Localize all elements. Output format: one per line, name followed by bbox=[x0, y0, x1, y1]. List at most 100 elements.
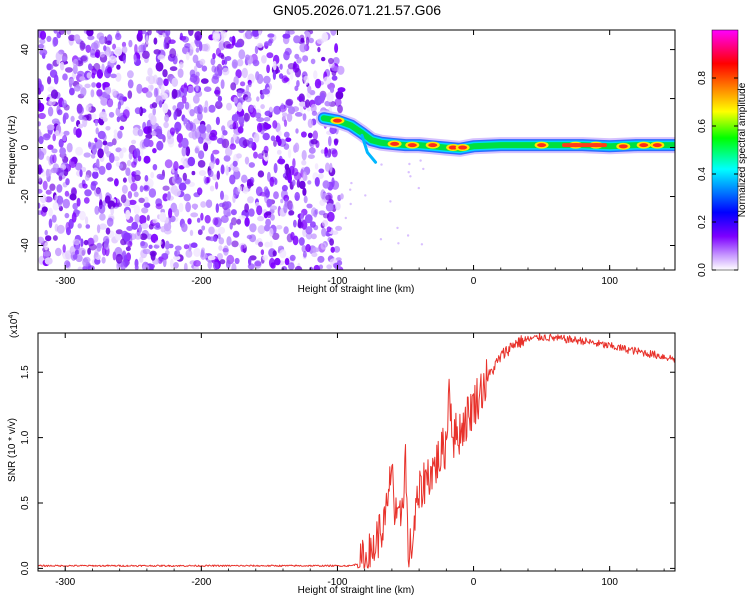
noise-cell bbox=[320, 242, 327, 250]
noise-cell bbox=[294, 112, 303, 117]
noise-cell bbox=[69, 157, 77, 169]
noise-cell bbox=[283, 131, 290, 138]
colorbar-gradient bbox=[711, 29, 739, 271]
noise-cell bbox=[96, 89, 103, 97]
noise-cell bbox=[160, 226, 166, 233]
noise-cell bbox=[314, 208, 319, 215]
noise-cell bbox=[145, 35, 149, 45]
noise-cell bbox=[236, 218, 242, 225]
noise-cell bbox=[182, 172, 187, 181]
noise-cell bbox=[254, 45, 259, 55]
noise-cell bbox=[134, 107, 142, 115]
noise-cell bbox=[86, 113, 92, 121]
noise-cell bbox=[51, 148, 58, 154]
snr-frame bbox=[37, 332, 676, 572]
noise-cell bbox=[55, 51, 63, 62]
noise-cell bbox=[209, 134, 218, 141]
noise-cell bbox=[53, 30, 58, 34]
noise-cell bbox=[88, 63, 93, 71]
noise-cell bbox=[125, 209, 131, 220]
noise-cell bbox=[181, 146, 187, 157]
noise-cell bbox=[159, 212, 167, 223]
noise-cell bbox=[62, 114, 67, 125]
noise-cell bbox=[101, 256, 106, 264]
noise-cell bbox=[301, 131, 307, 138]
noise-cell bbox=[42, 133, 51, 141]
noise-cell bbox=[220, 54, 225, 60]
noise-cell bbox=[188, 131, 195, 139]
noise-cell bbox=[297, 218, 302, 229]
noise-cell bbox=[264, 188, 270, 198]
noise-cell bbox=[283, 119, 288, 127]
noise-cell bbox=[173, 262, 179, 269]
noise-cell bbox=[61, 56, 68, 62]
noise-cell bbox=[52, 36, 57, 48]
noise-cell bbox=[314, 78, 322, 89]
noise-cell bbox=[311, 252, 318, 258]
noise-cell bbox=[91, 72, 96, 79]
noise-cell bbox=[52, 133, 56, 142]
noise-cell bbox=[318, 168, 325, 174]
noise-cell bbox=[58, 138, 64, 148]
noise-cell bbox=[232, 160, 238, 167]
noise-cell bbox=[181, 95, 187, 104]
noise-cell bbox=[311, 110, 318, 116]
noise-cell bbox=[55, 247, 62, 257]
noise-cell bbox=[147, 125, 153, 135]
noise-cell bbox=[44, 196, 53, 203]
noise-cell bbox=[300, 37, 305, 43]
noise-cell bbox=[44, 242, 49, 251]
noise-cell bbox=[272, 60, 277, 71]
noise-cell bbox=[208, 104, 216, 113]
noise-cell bbox=[139, 185, 144, 193]
noise-cell bbox=[216, 253, 223, 261]
noise-cell bbox=[218, 245, 223, 251]
ridge-tail bbox=[360, 133, 378, 164]
noise-cell bbox=[240, 244, 245, 253]
noise-cell bbox=[176, 101, 185, 111]
noise-cell bbox=[252, 30, 260, 37]
noise-cell bbox=[232, 133, 237, 141]
noise-cell bbox=[276, 149, 282, 155]
noise-cell bbox=[295, 128, 299, 134]
noise-cell bbox=[225, 56, 232, 61]
noise-cell bbox=[56, 224, 65, 234]
noise-cell bbox=[215, 116, 220, 126]
noise-cell bbox=[323, 213, 329, 219]
noise-cell bbox=[148, 244, 153, 249]
noise-cell bbox=[231, 263, 237, 270]
noise-cell bbox=[47, 76, 52, 85]
noise-cell bbox=[107, 177, 114, 182]
noise-cell bbox=[310, 58, 316, 65]
noise-cell bbox=[283, 203, 288, 214]
noise-cell bbox=[265, 211, 272, 216]
noise-cell bbox=[330, 246, 335, 253]
noise-cell bbox=[286, 113, 293, 122]
noise-cell bbox=[174, 250, 178, 257]
noise-cell bbox=[321, 227, 327, 237]
x-tick-label: -200 bbox=[191, 276, 211, 287]
noise-cell bbox=[200, 201, 207, 208]
noise-cell bbox=[325, 203, 334, 212]
noise-cell bbox=[109, 152, 115, 164]
noise-cell bbox=[153, 87, 158, 98]
noise-cell bbox=[125, 246, 131, 252]
noise-cell bbox=[262, 132, 270, 141]
noise-cell bbox=[96, 224, 101, 234]
noise-cell bbox=[96, 158, 100, 167]
noise-cell bbox=[332, 57, 340, 65]
noise-cell bbox=[105, 162, 112, 171]
noise-cell bbox=[52, 201, 59, 211]
noise-cell bbox=[105, 126, 111, 131]
noise-cell bbox=[216, 170, 220, 180]
noise-cell bbox=[147, 84, 153, 92]
noise-cell bbox=[42, 180, 48, 191]
noise-cell bbox=[39, 38, 46, 45]
noise-cell bbox=[270, 214, 275, 221]
noise-cell bbox=[238, 30, 245, 34]
noise-cell bbox=[172, 105, 177, 111]
noise-cell bbox=[169, 48, 177, 59]
noise-cell bbox=[197, 187, 203, 196]
noise-cell bbox=[110, 206, 115, 216]
